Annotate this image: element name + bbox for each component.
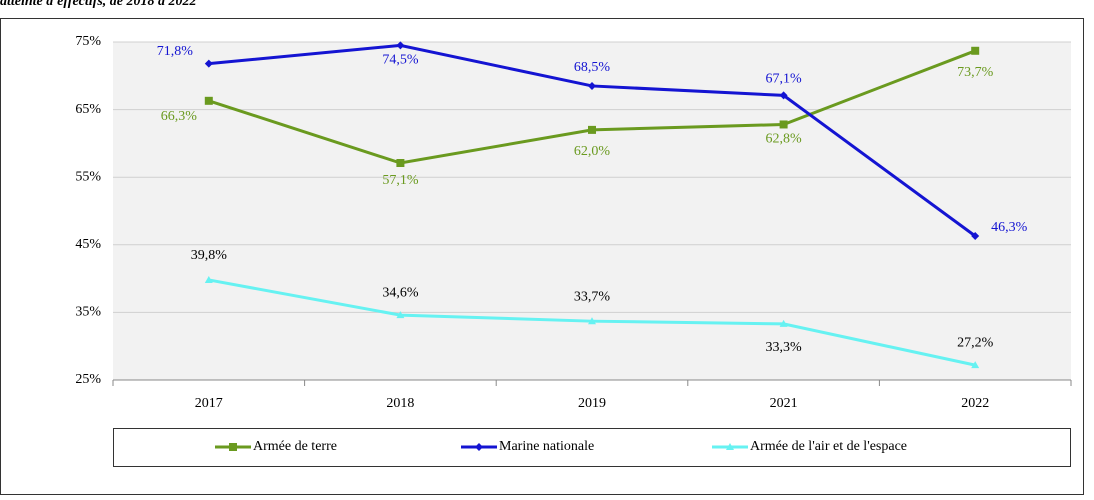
data-point <box>779 120 788 129</box>
y-tick-label: 25% <box>75 372 101 387</box>
data-point <box>588 81 596 90</box>
legend-marker <box>726 443 734 450</box>
data-label: 34,6% <box>382 285 419 300</box>
y-tick-label: 35% <box>75 305 101 320</box>
y-tick-label: 55% <box>75 169 101 184</box>
data-label: 33,3% <box>766 340 803 355</box>
data-label: 67,1% <box>766 72 803 87</box>
data-point <box>971 361 980 369</box>
data-label: 39,8% <box>191 248 228 263</box>
legend-marker <box>229 443 237 451</box>
data-point <box>971 232 980 241</box>
legend-label: Armée de l'air et de l'espace <box>750 439 907 454</box>
x-tick-label: 2018 <box>386 396 414 411</box>
y-tick-label: 65% <box>75 102 101 117</box>
data-label: 57,1% <box>382 173 419 188</box>
x-tick-label: 2021 <box>770 396 798 411</box>
data-label: 73,7% <box>957 65 994 80</box>
data-label: 74,5% <box>382 53 419 68</box>
data-label: 71,8% <box>157 44 194 59</box>
plot-area <box>113 42 1071 380</box>
data-point <box>588 317 596 325</box>
legend-box <box>113 428 1071 467</box>
data-label: 27,2% <box>957 335 994 350</box>
data-point <box>204 59 213 68</box>
data-point <box>204 275 213 283</box>
data-point <box>396 311 405 319</box>
data-label: 62,8% <box>766 132 803 147</box>
legend-marker <box>475 443 483 451</box>
data-label: 66,3% <box>161 109 198 124</box>
data-point <box>971 46 980 55</box>
data-point <box>779 319 788 327</box>
data-point <box>588 125 596 134</box>
data-label: 46,3% <box>991 220 1028 235</box>
y-tick-label: 45% <box>75 237 101 252</box>
data-point <box>396 159 405 168</box>
y-tick-label: 75% <box>75 34 101 49</box>
chart-title: atteinte d'effectifs, de 2018 à 2022 <box>0 0 196 9</box>
x-tick-label: 2019 <box>578 396 606 411</box>
x-tick-label: 2022 <box>961 396 989 411</box>
legend-label: Marine nationale <box>499 439 594 454</box>
x-tick-label: 2017 <box>195 396 223 411</box>
data-point <box>779 91 788 100</box>
data-label: 68,5% <box>574 60 611 75</box>
data-label: 62,0% <box>574 144 611 159</box>
legend-label: Armée de terre <box>253 439 337 454</box>
data-label: 33,7% <box>574 289 611 304</box>
data-point <box>396 41 405 50</box>
data-point <box>204 96 213 105</box>
